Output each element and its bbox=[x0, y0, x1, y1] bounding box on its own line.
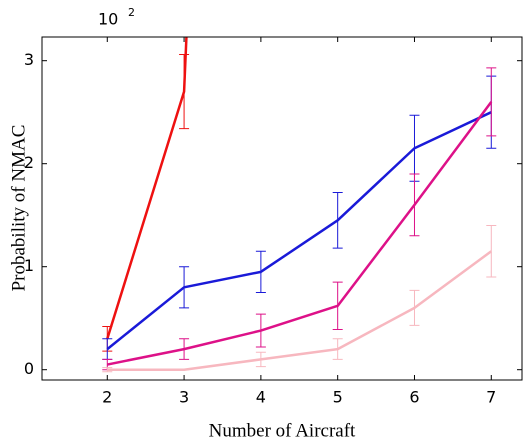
error-bar bbox=[409, 173, 420, 237]
x-tick-label: 7 bbox=[486, 388, 496, 407]
error-bar bbox=[486, 224, 497, 278]
error-bar bbox=[179, 266, 190, 309]
x-tick-label: 3 bbox=[179, 388, 189, 407]
axis-frame bbox=[41, 36, 523, 381]
x-axis-label: Number of Aircraft bbox=[209, 420, 356, 441]
y-tick-label: 2 bbox=[24, 153, 34, 172]
scale-base: 10 bbox=[98, 10, 118, 29]
x-tick-label: 6 bbox=[409, 388, 419, 407]
error-bar bbox=[332, 192, 343, 249]
error-bar bbox=[179, 54, 190, 130]
error-bar bbox=[255, 250, 266, 293]
y-tick-label: 1 bbox=[24, 256, 34, 275]
series-line bbox=[107, 101, 493, 366]
y-axis-label: Probability of NMAC bbox=[8, 125, 29, 292]
error-bar bbox=[102, 338, 113, 360]
y-tick-label: 3 bbox=[24, 50, 34, 69]
error-bar bbox=[332, 338, 343, 360]
x-tick-label: 2 bbox=[102, 388, 112, 407]
error-bar bbox=[255, 313, 266, 348]
error-bar bbox=[179, 338, 190, 360]
plot-area bbox=[102, 37, 497, 373]
error-bar bbox=[409, 289, 420, 326]
x-tick-label: 5 bbox=[333, 388, 343, 407]
error-bar bbox=[332, 281, 343, 331]
x-tick-label: 4 bbox=[256, 388, 266, 407]
series-line bbox=[106, 111, 492, 351]
error-bar bbox=[102, 367, 113, 373]
error-bar bbox=[255, 351, 266, 368]
error-bar bbox=[486, 67, 497, 137]
error-bar bbox=[409, 114, 420, 182]
scale-exponent: 2 bbox=[128, 6, 135, 19]
series-line bbox=[107, 250, 493, 371]
y-tick-label: 0 bbox=[24, 359, 34, 378]
